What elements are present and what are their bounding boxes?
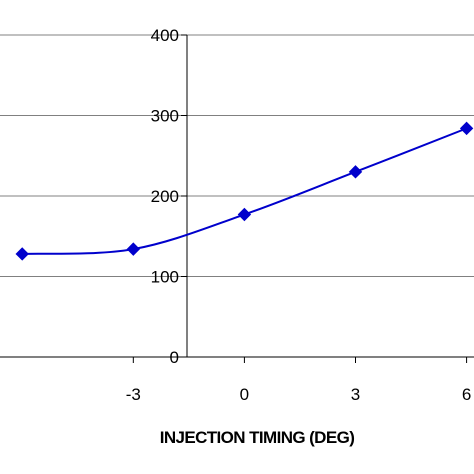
x-tick-labels: -3 0 3 6 bbox=[126, 385, 472, 404]
gridlines bbox=[0, 34, 474, 277]
data-point-marker bbox=[348, 165, 363, 179]
y-tick-label: 300 bbox=[151, 107, 179, 126]
y-tick-labels: 0 100 200 300 400 bbox=[151, 26, 179, 367]
series-line bbox=[22, 127, 467, 255]
y-tick-label: 200 bbox=[151, 187, 179, 206]
data-point-marker bbox=[15, 247, 29, 261]
x-tick-label: 0 bbox=[240, 385, 249, 404]
series-group bbox=[15, 121, 474, 261]
data-point-marker bbox=[459, 121, 474, 136]
axes bbox=[0, 34, 474, 363]
y-tick-label: 100 bbox=[151, 268, 179, 287]
data-point-marker bbox=[237, 207, 252, 222]
y-tick-label: 400 bbox=[151, 26, 179, 45]
x-tick-label: -3 bbox=[126, 385, 141, 404]
x-tick-label: 3 bbox=[351, 385, 360, 404]
y-tick-label: 0 bbox=[170, 348, 179, 367]
x-tick-label: 6 bbox=[462, 385, 471, 404]
data-point-marker bbox=[126, 242, 141, 256]
x-axis-title: INJECTION TIMING (DEG) bbox=[160, 428, 355, 447]
